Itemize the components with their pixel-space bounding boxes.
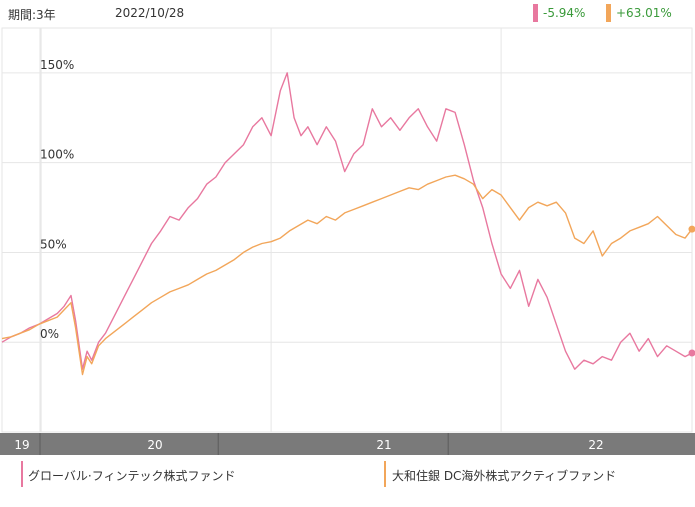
axis-layer: 0% 50% 100% 150% 19 20 21 22 <box>0 58 695 455</box>
y-tick-label: 100% <box>40 148 74 162</box>
series-line-2 <box>2 175 692 374</box>
date-label: 2022/10/28 <box>115 6 184 20</box>
return-2-swatch <box>606 4 611 22</box>
series-layer <box>2 73 695 375</box>
legend-label-daiwa[interactable]: 大和住銀 DC海外株式アクティブファンド <box>392 467 616 484</box>
return-1-swatch <box>533 4 538 22</box>
y-tick-label: 0% <box>40 327 59 341</box>
x-tick-label: 21 <box>376 438 391 452</box>
y-tick-label: 150% <box>40 58 74 72</box>
return-1-value: -5.94% <box>543 6 585 20</box>
period-label[interactable]: 期間:3年 <box>8 6 56 23</box>
plot-area-frame <box>2 28 692 432</box>
return-2-value: +63.01% <box>616 6 672 20</box>
x-tick-label: 22 <box>588 438 603 452</box>
series-line-1 <box>2 73 692 369</box>
legend-label-fintech[interactable]: グローバル·フィンテック株式ファンド <box>28 467 235 484</box>
y-tick-label: 50% <box>40 237 67 251</box>
legend-swatch-fintech <box>21 461 23 487</box>
x-tick-label: 19 <box>14 438 29 452</box>
legend-swatch-daiwa <box>384 461 386 487</box>
x-tick-label: 20 <box>147 438 162 452</box>
series-end-point-1 <box>689 349 695 356</box>
grid-layer <box>2 28 692 432</box>
